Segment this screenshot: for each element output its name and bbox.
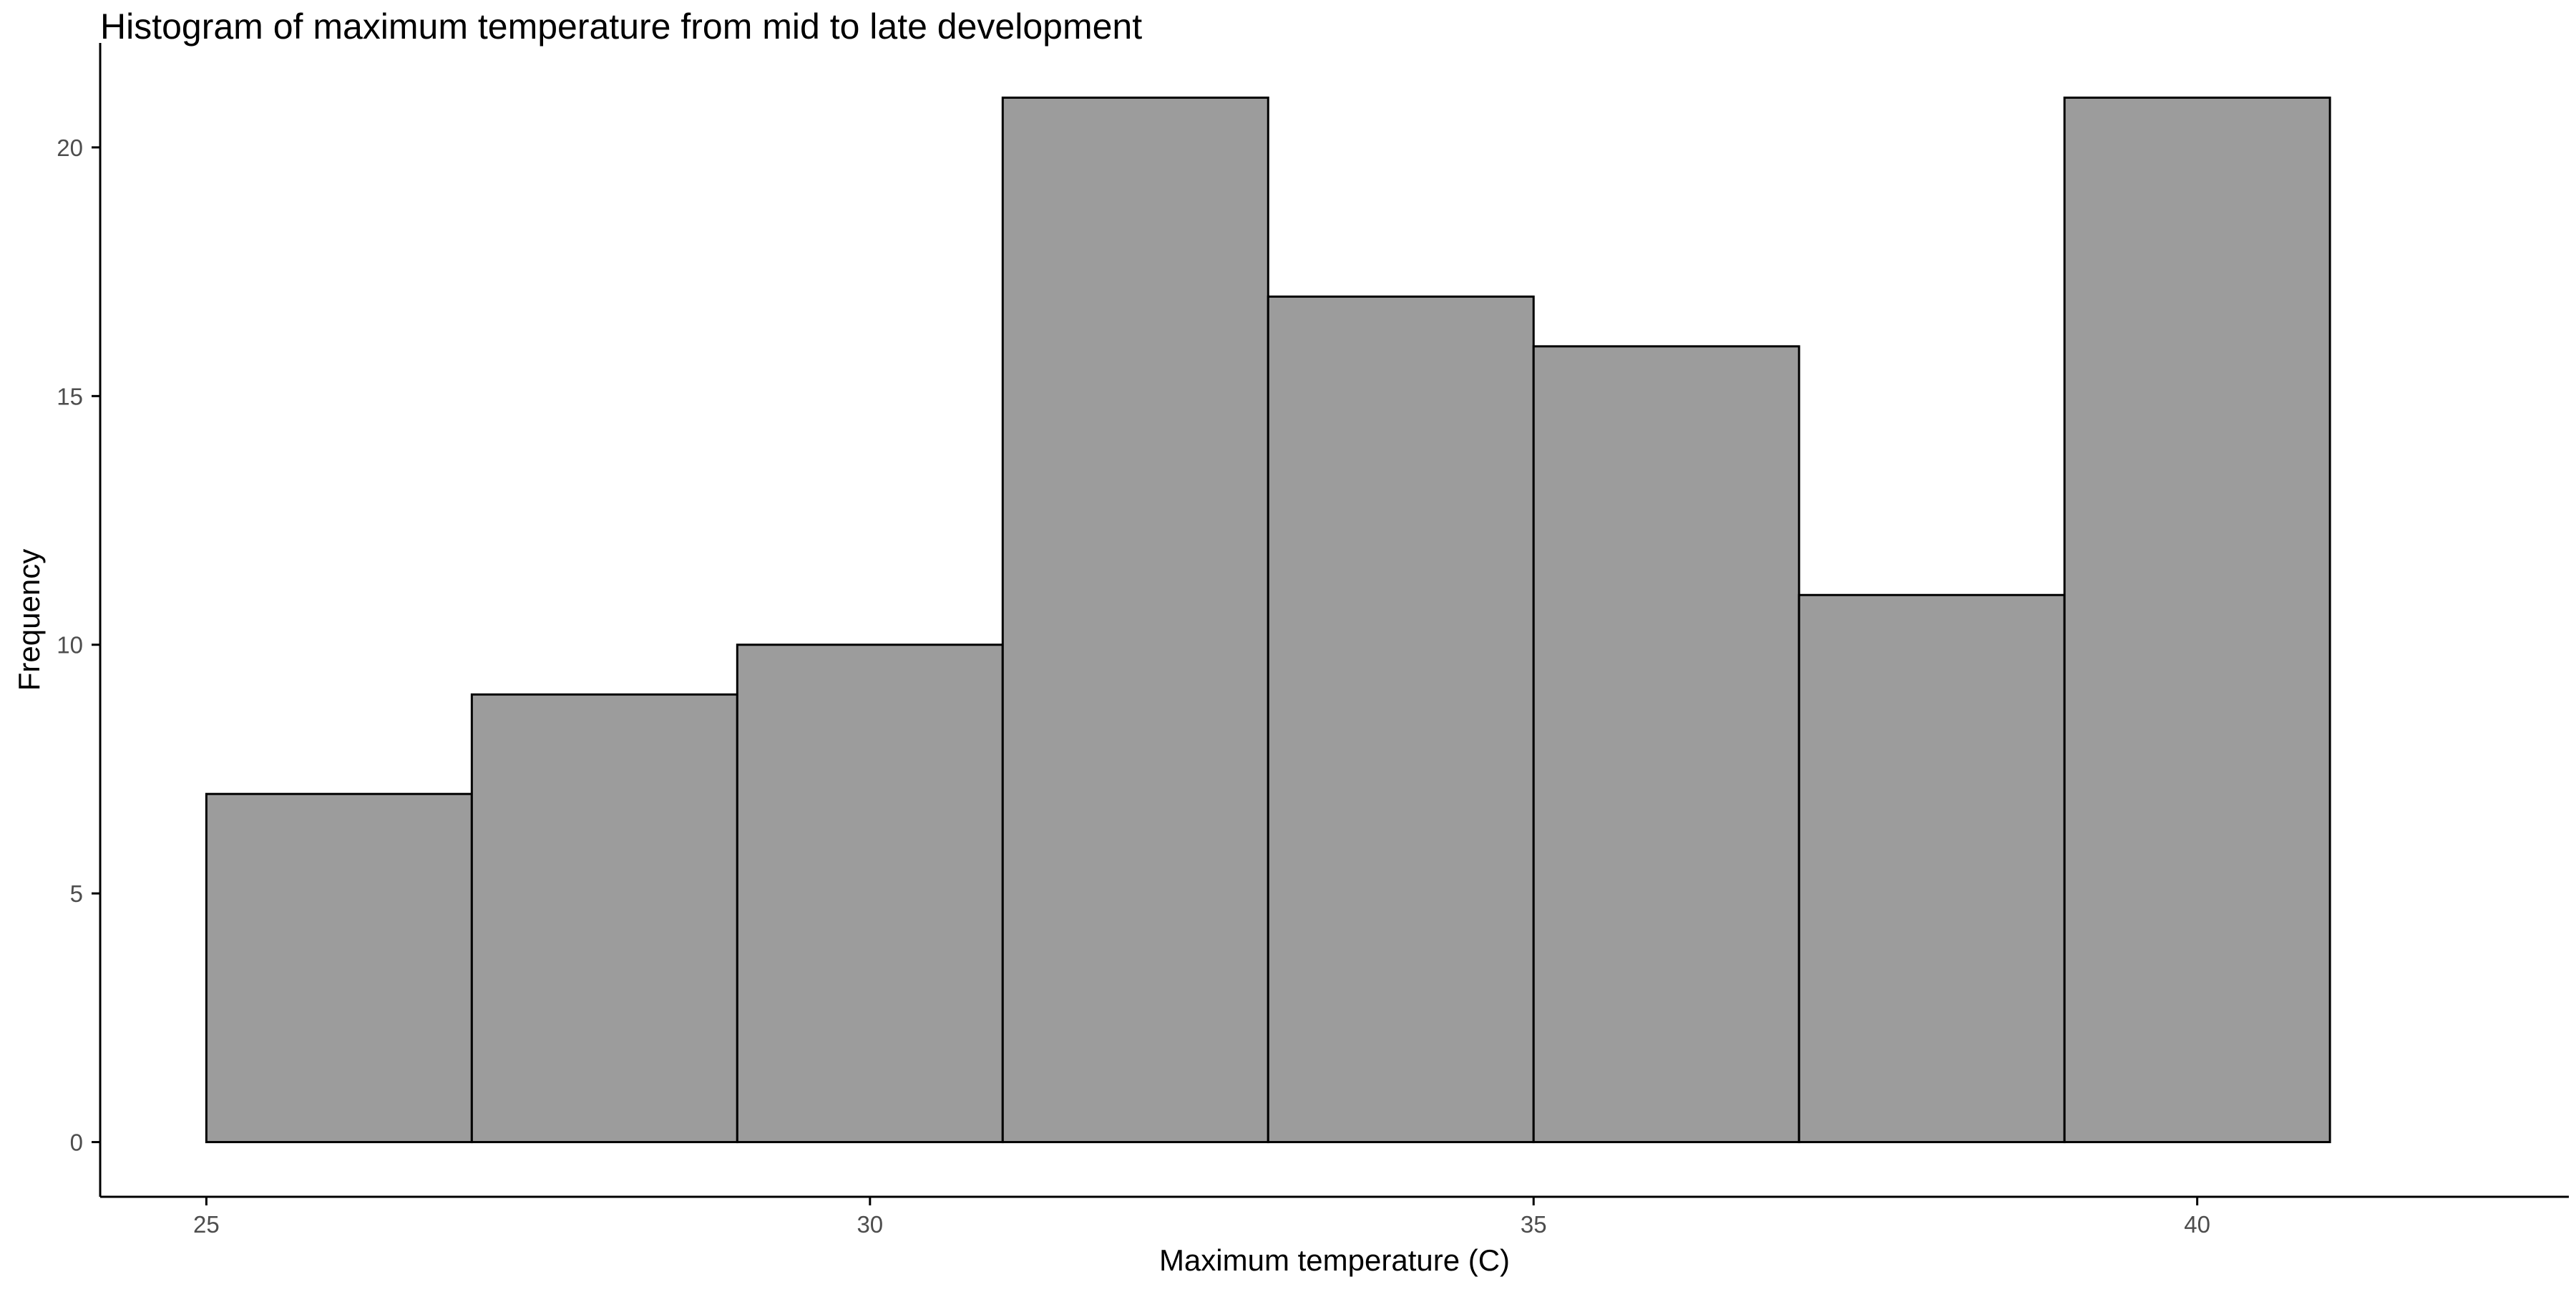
chart-title: Histogram of maximum temperature from mi… [100,6,1143,47]
y-tick-label: 20 [57,135,83,161]
histogram-bar-1 [205,792,473,1144]
axes-group: 25 30 35 40 0 5 10 15 20 [57,43,2569,1238]
x-tick-label: 40 [2184,1211,2210,1238]
histogram-bar-8 [2063,96,2331,1144]
histogram-bar-4 [1001,96,1269,1144]
histogram-bar-5 [1267,295,1535,1144]
histogram-bar-2 [470,693,738,1144]
histogram-bar-6 [1532,345,1800,1144]
y-tick-label: 15 [57,383,83,409]
histogram-bar-3 [736,643,1004,1144]
bars-group [205,96,2331,1144]
y-tick-label: 0 [70,1130,83,1156]
y-tick-label: 5 [70,880,83,907]
x-tick-label: 25 [193,1211,220,1238]
x-tick-label: 30 [857,1211,883,1238]
x-tick-label: 35 [1521,1211,1547,1238]
x-axis-label: Maximum temperature (C) [1159,1243,1510,1277]
y-tick-label: 10 [57,632,83,659]
y-axis-label: Frequency [12,549,46,691]
histogram-bar-7 [1797,593,2066,1144]
